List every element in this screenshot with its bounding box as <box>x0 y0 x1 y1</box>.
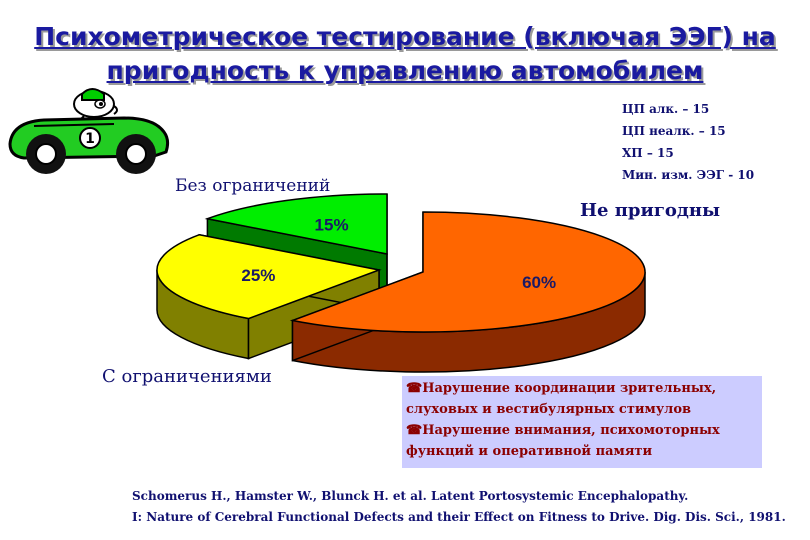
impairment-text-cont: функций и оперативной памяти <box>406 444 653 459</box>
impairment-text: Нарушение координации зрительных, <box>422 381 717 396</box>
pie-slice-15% <box>204 193 388 255</box>
title-line-2: пригодность к управлению автомобилем <box>106 56 704 85</box>
impairment-item: ☎Нарушение внимания, психомоторных <box>406 420 758 441</box>
car-number-badge <box>79 127 101 149</box>
impairment-item: ☎Нарушение координации зрительных, <box>406 378 758 399</box>
group-item: ЦП алк. – 15 <box>622 102 710 116</box>
slice-value-label: 15% <box>315 216 349 235</box>
impairment-text: Нарушение внимания, психомоторных <box>422 423 720 438</box>
slice-label-no-restrictions: Без ограничений <box>175 176 331 196</box>
phone-icon: ☎ <box>406 381 423 396</box>
group-item: ЦП неалк. – 15 <box>622 124 726 138</box>
patient-groups-list: ЦП алк. – 15 ЦП неалк. – 15 ХП – 15 Мин.… <box>622 98 754 186</box>
slice-value-label: 25% <box>241 266 275 285</box>
pie-slice-60% <box>289 211 646 333</box>
group-item: Мин. изм. ЭЭГ - 10 <box>622 168 755 182</box>
car-wheel-left <box>26 134 66 174</box>
car-badge-number: 1 <box>85 131 95 147</box>
reference-line-1: Schomerus H., Hamster W., Blunck H. et a… <box>132 489 689 503</box>
slide-title: Психометрическое тестирование (включая Э… <box>20 20 790 88</box>
slice-value-label: 60% <box>522 273 556 292</box>
phone-icon: ☎ <box>406 423 423 438</box>
impairments-box: ☎Нарушение координации зрительных, слухо… <box>402 376 762 468</box>
reference-citation: Schomerus H., Hamster W., Blunck H. et a… <box>132 486 802 528</box>
driver-figure <box>73 88 118 123</box>
pie-slice-25% <box>156 233 382 320</box>
slice-label-with-restrictions: С ограничениями <box>102 366 272 387</box>
race-car-illustration: 1 <box>8 88 170 174</box>
title-line-1: Психометрическое тестирование (включая Э… <box>34 22 776 51</box>
slice-label-unfit: Не пригодны <box>580 200 721 221</box>
impairment-text-cont: слуховых и вестибулярных стимулов <box>406 402 692 417</box>
group-item: ХП – 15 <box>622 146 674 160</box>
reference-line-2: I: Nature of Cerebral Functional Defects… <box>132 510 786 524</box>
car-wheel-right <box>116 134 156 174</box>
